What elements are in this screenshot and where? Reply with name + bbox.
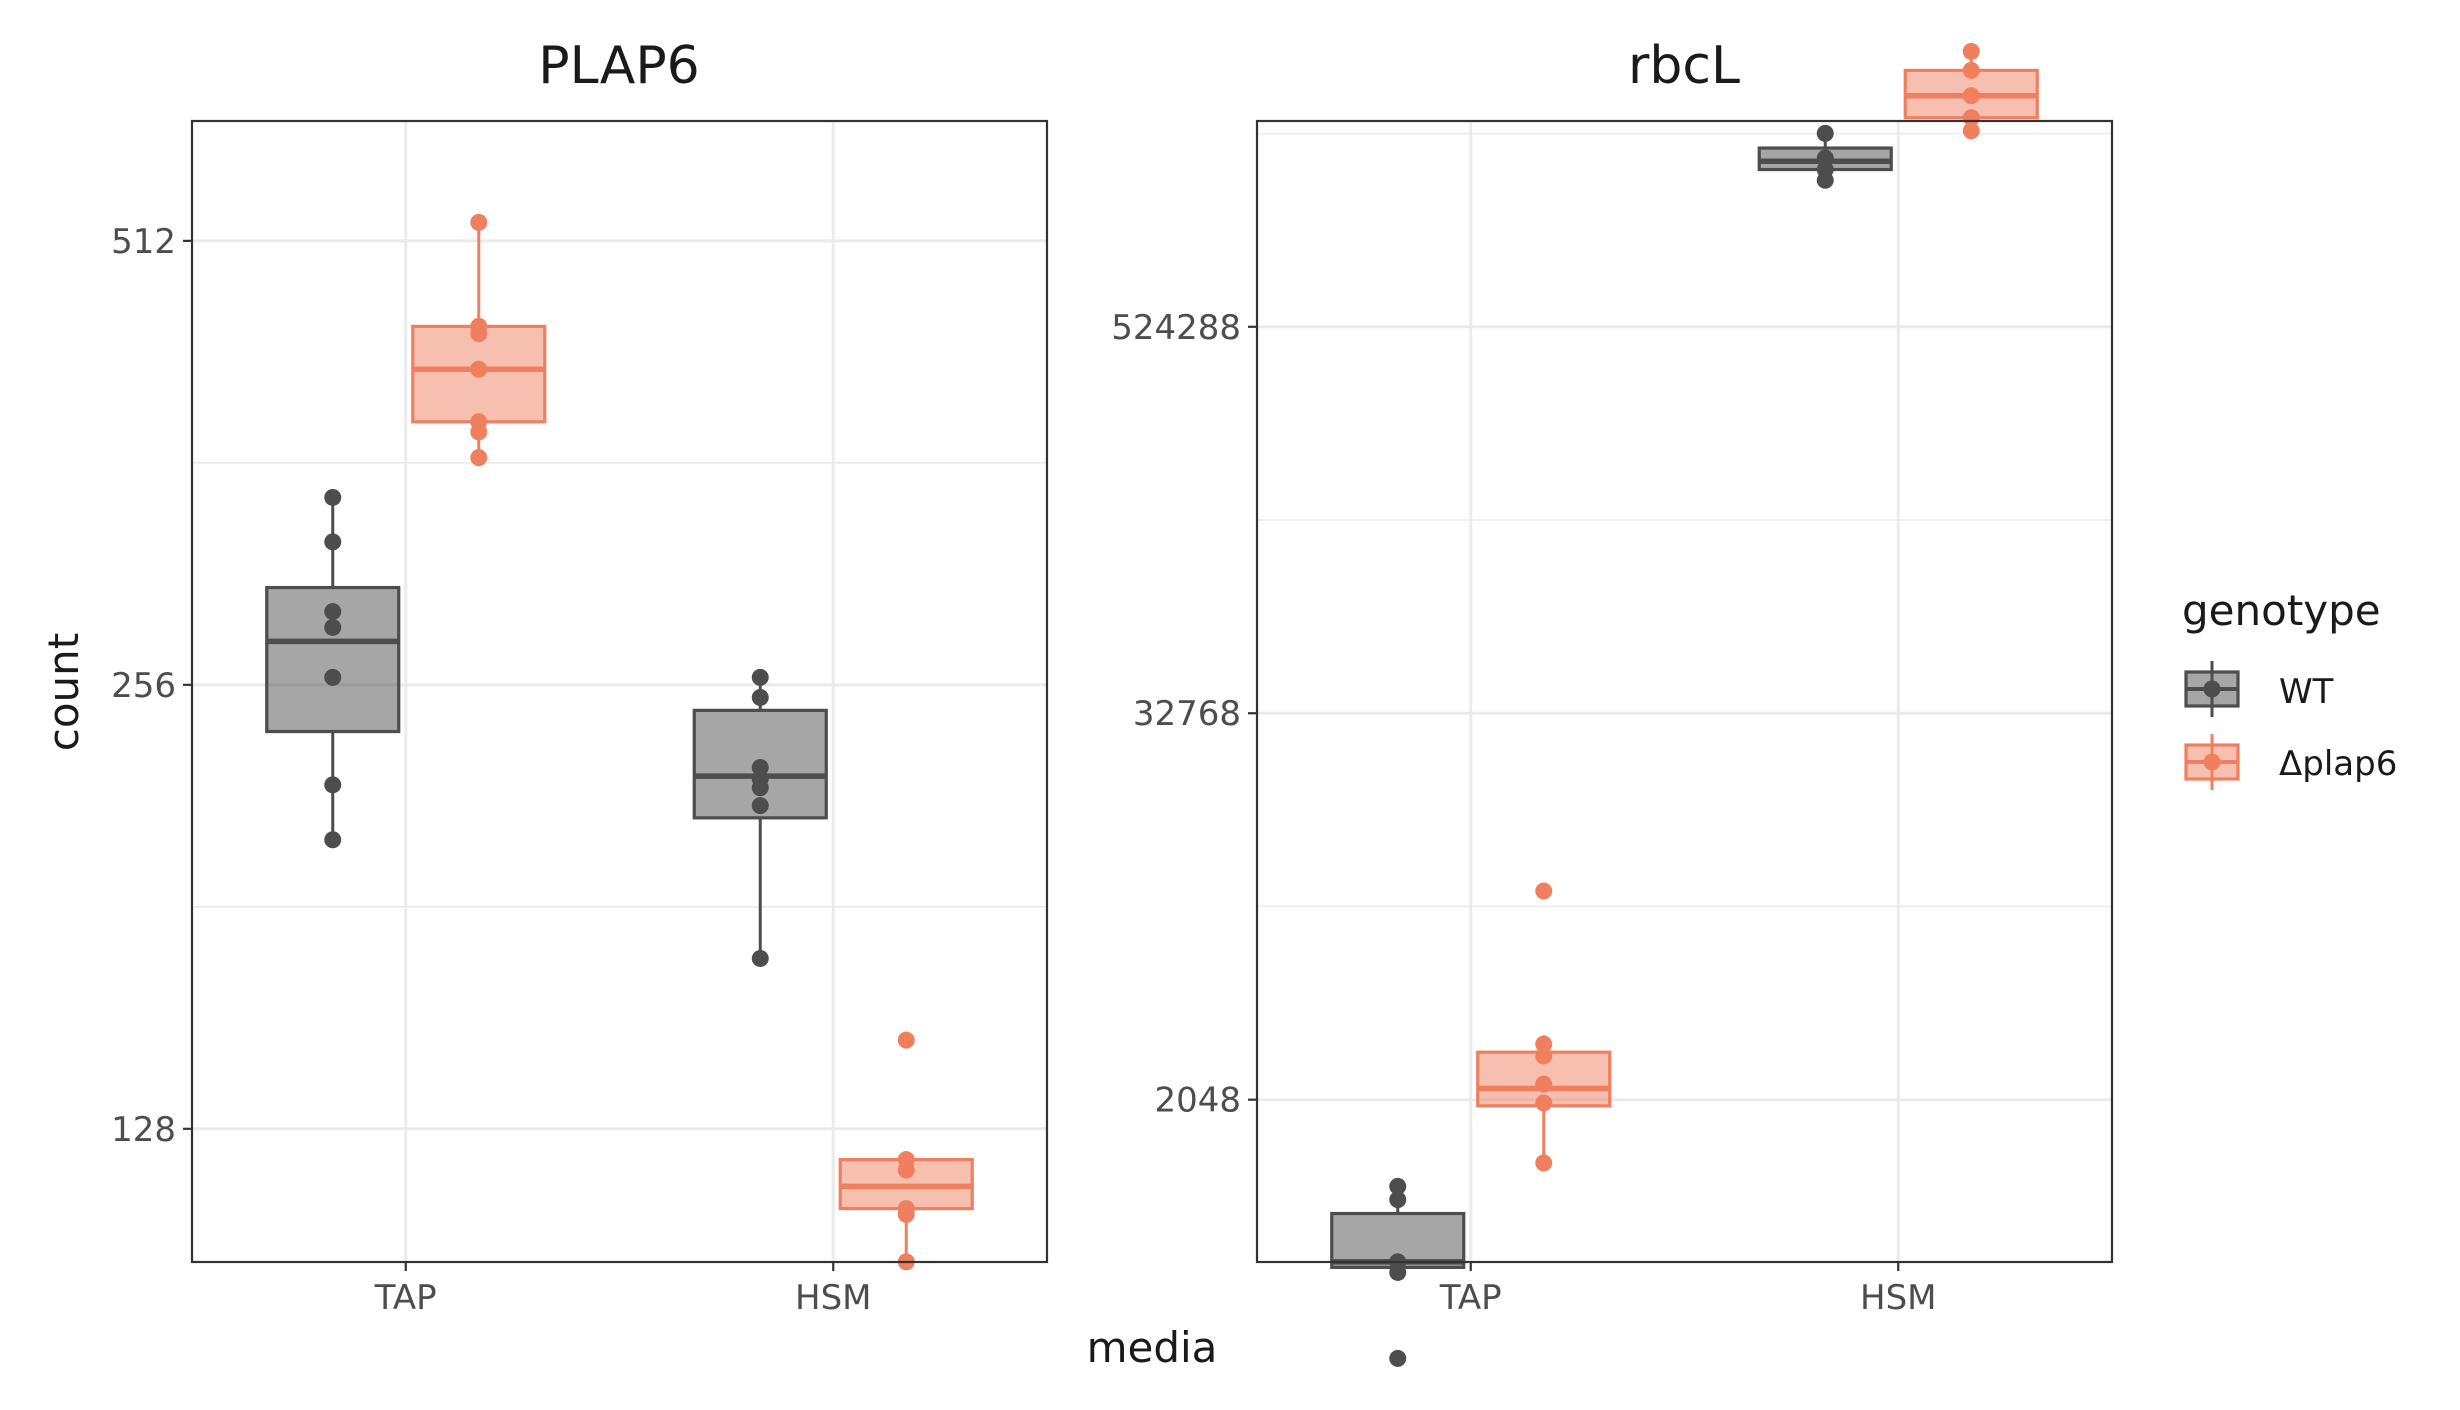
data-point bbox=[324, 776, 342, 794]
panel-rbcl-gridlines bbox=[1257, 121, 2112, 1262]
panel-rbcl-marks bbox=[1330, 42, 2039, 1367]
data-point bbox=[1535, 1035, 1553, 1053]
panel-plap6-y-axis: 128 256 512 bbox=[111, 222, 192, 1150]
y-tick-label: 128 bbox=[111, 1110, 176, 1150]
data-point bbox=[1535, 882, 1553, 900]
x-tick-label: TAP bbox=[1439, 1278, 1502, 1318]
data-point bbox=[1389, 1191, 1407, 1209]
legend-key-point bbox=[2203, 680, 2221, 698]
data-point bbox=[751, 668, 769, 686]
data-point bbox=[324, 533, 342, 551]
panel-plap6-border bbox=[190, 119, 1049, 1264]
legend-title: genotype bbox=[2182, 586, 2381, 635]
y-tick-label: 2048 bbox=[1154, 1081, 1241, 1121]
data-point bbox=[1389, 1349, 1407, 1367]
data-point bbox=[1816, 149, 1834, 167]
boxplot-plap6-hsm bbox=[838, 1031, 974, 1271]
panel-rbcl-y-axis: 2048 32768 524288 bbox=[1111, 308, 1257, 1121]
data-point bbox=[897, 1151, 915, 1169]
data-point bbox=[324, 488, 342, 506]
y-tick-label: 32768 bbox=[1133, 694, 1241, 734]
panel-title-rbcl: rbcL bbox=[1628, 36, 1740, 96]
boxplot-plap6-hsm bbox=[1903, 42, 2039, 140]
y-tick-label: 256 bbox=[111, 666, 176, 706]
data-point bbox=[470, 213, 488, 231]
data-point bbox=[751, 797, 769, 815]
legend-label-dplap6: Δplap6 bbox=[2279, 744, 2397, 784]
data-point bbox=[324, 618, 342, 636]
data-point bbox=[1535, 1154, 1553, 1172]
data-point bbox=[470, 317, 488, 335]
legend-keys bbox=[2184, 661, 2240, 790]
data-point bbox=[470, 360, 488, 378]
boxplot-wt-hsm bbox=[1757, 124, 1893, 189]
panel-rbcl-x-axis: TAP HSM bbox=[1439, 1262, 1936, 1318]
x-axis-title: media bbox=[1087, 1323, 1218, 1372]
boxplot-plap6-tap bbox=[1476, 882, 1612, 1172]
data-point bbox=[751, 688, 769, 706]
panel-title-plap6: PLAP6 bbox=[538, 36, 700, 96]
y-tick-label: 524288 bbox=[1111, 308, 1241, 348]
data-point bbox=[1962, 122, 1980, 140]
boxplot-plap6-tap bbox=[411, 213, 547, 467]
legend-label-wt: WT bbox=[2279, 672, 2334, 712]
legend-key-plap6 bbox=[2184, 734, 2240, 790]
legend-key-wt bbox=[2184, 661, 2240, 717]
panel-background bbox=[1257, 121, 2112, 1262]
x-tick-label: HSM bbox=[1860, 1278, 1936, 1318]
x-tick-label: HSM bbox=[795, 1278, 871, 1318]
y-tick-label: 512 bbox=[111, 222, 176, 262]
panel-plap6-x-axis: TAP HSM bbox=[374, 1262, 871, 1318]
panel-plap6: PLAP6 128 256 512 TAP HSM bbox=[111, 36, 1049, 1318]
data-point bbox=[1962, 42, 1980, 60]
data-point bbox=[1535, 1047, 1553, 1065]
y-axis-title: count bbox=[39, 633, 88, 752]
data-point bbox=[1535, 1094, 1553, 1112]
data-point bbox=[470, 449, 488, 467]
data-point bbox=[1962, 109, 1980, 127]
panel-rbcl: rbcL 2048 32768 524288 TAP HSM bbox=[1111, 36, 2114, 1367]
legend: genotype WT Δplap6 bbox=[2182, 586, 2397, 790]
data-point bbox=[897, 1031, 915, 1049]
data-point bbox=[751, 949, 769, 967]
legend-key-point bbox=[2203, 753, 2221, 771]
data-point bbox=[324, 668, 342, 686]
data-point bbox=[897, 1200, 915, 1218]
data-point bbox=[1962, 61, 1980, 79]
data-point bbox=[1535, 1075, 1553, 1093]
data-point bbox=[324, 831, 342, 849]
data-point bbox=[1816, 124, 1834, 142]
data-point bbox=[1389, 1177, 1407, 1195]
panel-plap6-marks bbox=[265, 213, 974, 1271]
data-point bbox=[324, 603, 342, 621]
data-point bbox=[1962, 87, 1980, 105]
panel-rbcl-border bbox=[1255, 119, 2114, 1264]
x-tick-label: TAP bbox=[374, 1278, 437, 1318]
boxplot-wt-tap bbox=[265, 488, 401, 849]
boxplot-wt-hsm bbox=[692, 668, 828, 967]
data-point bbox=[470, 413, 488, 431]
data-point bbox=[751, 759, 769, 777]
